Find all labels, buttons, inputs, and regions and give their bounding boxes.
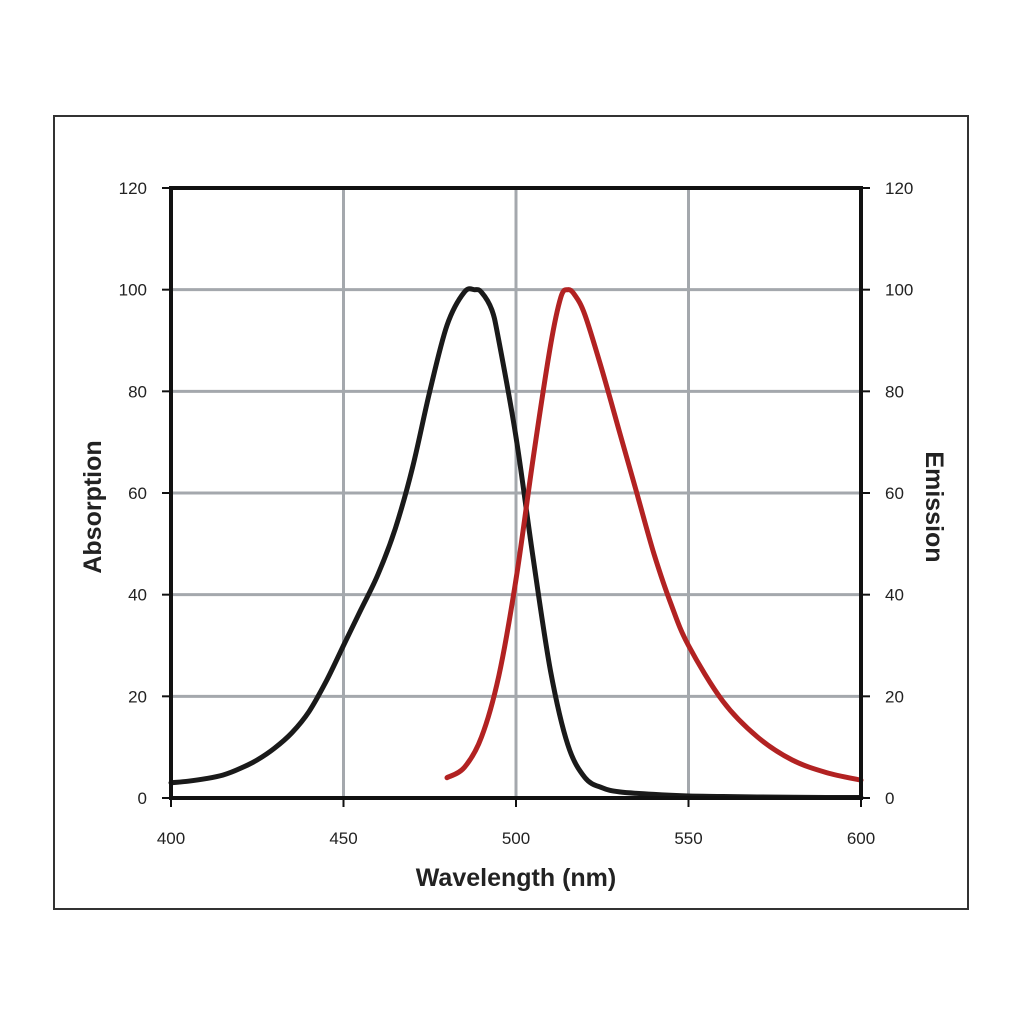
x-tick-label-2: 500 — [502, 829, 530, 848]
y2-tick-label-2: 40 — [885, 586, 904, 605]
y-tick-label-3: 60 — [128, 484, 147, 503]
emission-curve — [444, 287, 864, 783]
y-tick-label-0: 0 — [138, 789, 147, 808]
y2-tick-label-5: 100 — [885, 281, 913, 300]
x-tick-label-0: 400 — [157, 829, 185, 848]
chart-frame — [53, 115, 969, 910]
x-axis-title: Wavelength (nm) — [416, 864, 616, 892]
y-axis-title: Absorption — [79, 440, 107, 573]
x-tick-label-3: 550 — [674, 829, 702, 848]
y2-axis-ticks: 0 20 40 60 80 100 120 — [861, 179, 913, 808]
y2-tick-label-6: 120 — [885, 179, 913, 198]
y-axis-ticks: 0 20 40 60 80 100 120 — [119, 179, 171, 808]
y2-tick-label-0: 0 — [885, 789, 894, 808]
x-tick-label-1: 450 — [329, 829, 357, 848]
y-tick-label-4: 80 — [128, 382, 147, 401]
y2-tick-label-1: 20 — [885, 687, 904, 706]
y2-tick-label-4: 80 — [885, 382, 904, 401]
series-layer — [168, 286, 864, 800]
y2-tick-label-3: 60 — [885, 484, 904, 503]
absorption-curve — [168, 286, 864, 800]
x-axis-ticks: 400 450 500 550 600 — [157, 798, 875, 848]
x-tick-label-4: 600 — [847, 829, 875, 848]
y-tick-label-2: 40 — [128, 586, 147, 605]
y-tick-label-5: 100 — [119, 281, 147, 300]
y2-axis-title: Emission — [920, 451, 948, 562]
y-tick-label-1: 20 — [128, 687, 147, 706]
y-tick-label-6: 120 — [119, 179, 147, 198]
